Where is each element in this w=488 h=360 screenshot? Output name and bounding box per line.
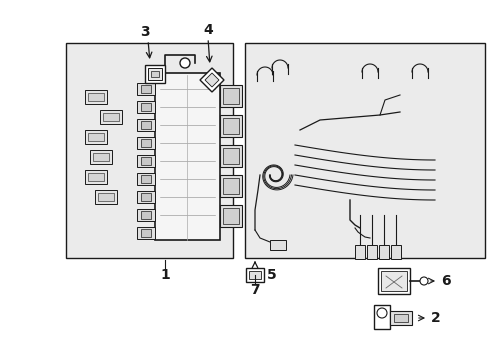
Bar [137,155,155,167]
Bar [141,139,151,147]
Bar [88,133,104,141]
Text: 4: 4 [203,23,212,37]
Bar [380,271,406,291]
Bar [137,227,155,239]
Polygon shape [200,68,224,92]
Bar [220,175,242,197]
Bar [98,193,114,201]
Bar [85,130,107,144]
Text: 3: 3 [140,25,149,39]
Bar [85,170,107,184]
Bar [137,83,155,95]
Text: 7: 7 [250,283,259,297]
Bar [245,268,264,282]
Bar [141,103,151,111]
Bar [377,268,409,294]
Bar [137,173,155,185]
Text: 1: 1 [160,268,169,282]
Text: 6: 6 [440,274,450,288]
Bar [141,157,151,165]
Bar [354,245,364,259]
Bar [137,137,155,149]
Bar [220,205,242,227]
Bar [100,110,122,124]
Bar [151,71,159,77]
Bar [141,175,151,183]
Bar [141,121,151,129]
Bar [220,85,242,107]
Bar [137,101,155,113]
Bar [90,150,112,164]
Bar [373,305,389,329]
Bar [269,240,285,250]
Bar [248,271,261,279]
Bar [223,208,239,224]
Bar [137,209,155,221]
Bar [141,211,151,219]
Bar [88,173,104,181]
Bar [141,229,151,237]
Bar [389,311,411,325]
Bar [223,178,239,194]
Bar [220,115,242,137]
Bar [137,191,155,203]
Circle shape [376,308,386,318]
Bar [223,118,239,134]
Bar [223,148,239,164]
Bar [141,193,151,201]
Text: 2: 2 [430,311,440,325]
Bar [85,90,107,104]
Circle shape [419,277,427,285]
Bar [393,314,407,322]
Bar [141,85,151,93]
Bar [148,68,162,80]
Bar [223,88,239,104]
Bar [155,73,220,240]
Bar [66,43,232,258]
Bar [390,245,400,259]
Polygon shape [204,73,219,87]
Circle shape [180,58,190,68]
Bar [103,113,119,121]
Text: 5: 5 [266,268,276,282]
Bar [244,43,484,258]
Bar [220,145,242,167]
Bar [145,65,164,83]
Bar [88,93,104,101]
Bar [366,245,376,259]
Bar [93,153,109,161]
Bar [137,119,155,131]
Bar [378,245,388,259]
Bar [95,190,117,204]
